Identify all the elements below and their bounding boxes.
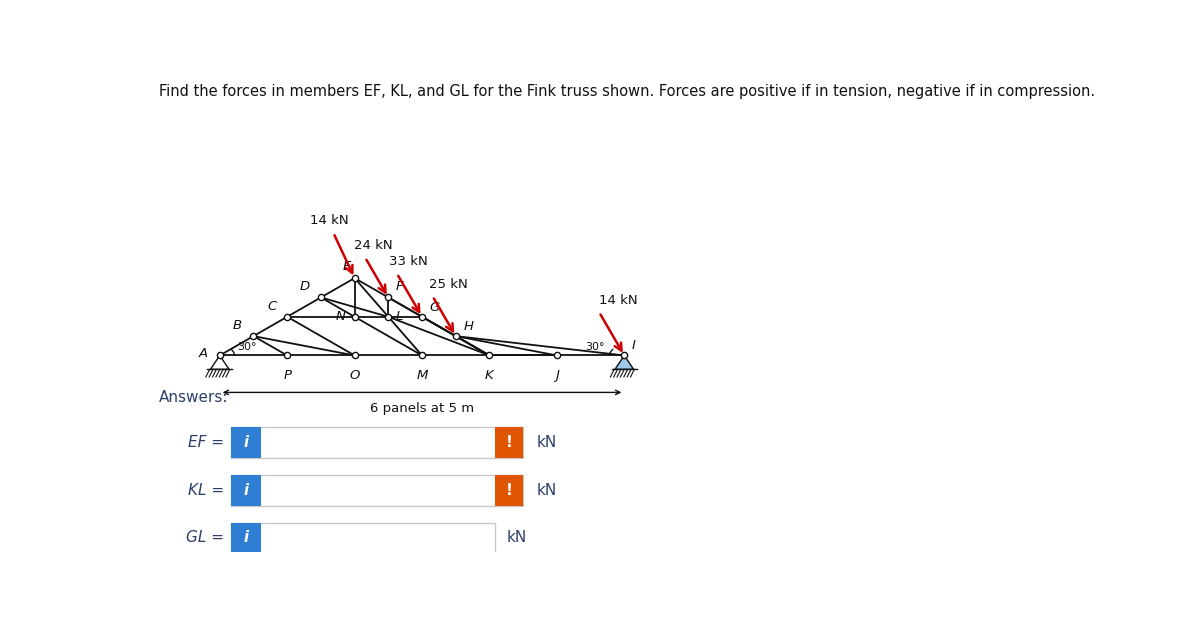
Text: i: i [244,483,248,498]
Text: 6 panels at 5 m: 6 panels at 5 m [370,402,474,415]
Text: P: P [283,370,292,383]
Bar [232,523,260,553]
Text: kN: kN [536,483,557,498]
Text: 25 kN: 25 kN [428,278,467,291]
Text: L: L [396,310,403,323]
Text: 24 kN: 24 kN [354,239,392,252]
Text: A: A [198,347,208,360]
Text: K: K [485,370,494,383]
Text: I: I [632,339,636,352]
Text: kN: kN [506,531,527,546]
Text: 30°: 30° [236,342,257,352]
Text: 14 kN: 14 kN [599,294,638,307]
Text: H: H [463,320,474,333]
Text: O: O [349,370,360,383]
Text: B: B [233,319,242,332]
Bar [494,475,523,505]
Text: F: F [396,280,403,293]
Text: G: G [430,301,440,314]
Text: D: D [300,280,310,293]
Text: N: N [336,310,346,323]
Text: !: ! [505,483,512,498]
Text: i: i [244,435,248,450]
Bar [232,523,494,553]
Text: J: J [554,370,559,383]
Text: KL =: KL = [187,483,223,498]
Text: 30°: 30° [586,342,605,352]
Text: EF =: EF = [187,435,223,450]
Text: GL =: GL = [186,531,223,546]
Bar [232,475,260,505]
Text: M: M [416,370,427,383]
Text: i: i [244,531,248,546]
Bar [232,475,523,505]
Polygon shape [616,355,634,370]
Bar [232,427,260,458]
Text: 33 kN: 33 kN [389,255,428,268]
Text: Find the forces in members EF, KL, and GL for the Fink truss shown. Forces are p: Find the forces in members EF, KL, and G… [160,84,1096,99]
Text: 14 kN: 14 kN [310,215,349,228]
Text: C: C [268,300,276,313]
Text: E: E [342,260,350,273]
Text: !: ! [505,435,512,450]
Polygon shape [210,355,229,370]
Text: kN: kN [536,435,557,450]
Bar [232,427,523,458]
Text: Answers:: Answers: [160,390,229,405]
Bar [494,427,523,458]
